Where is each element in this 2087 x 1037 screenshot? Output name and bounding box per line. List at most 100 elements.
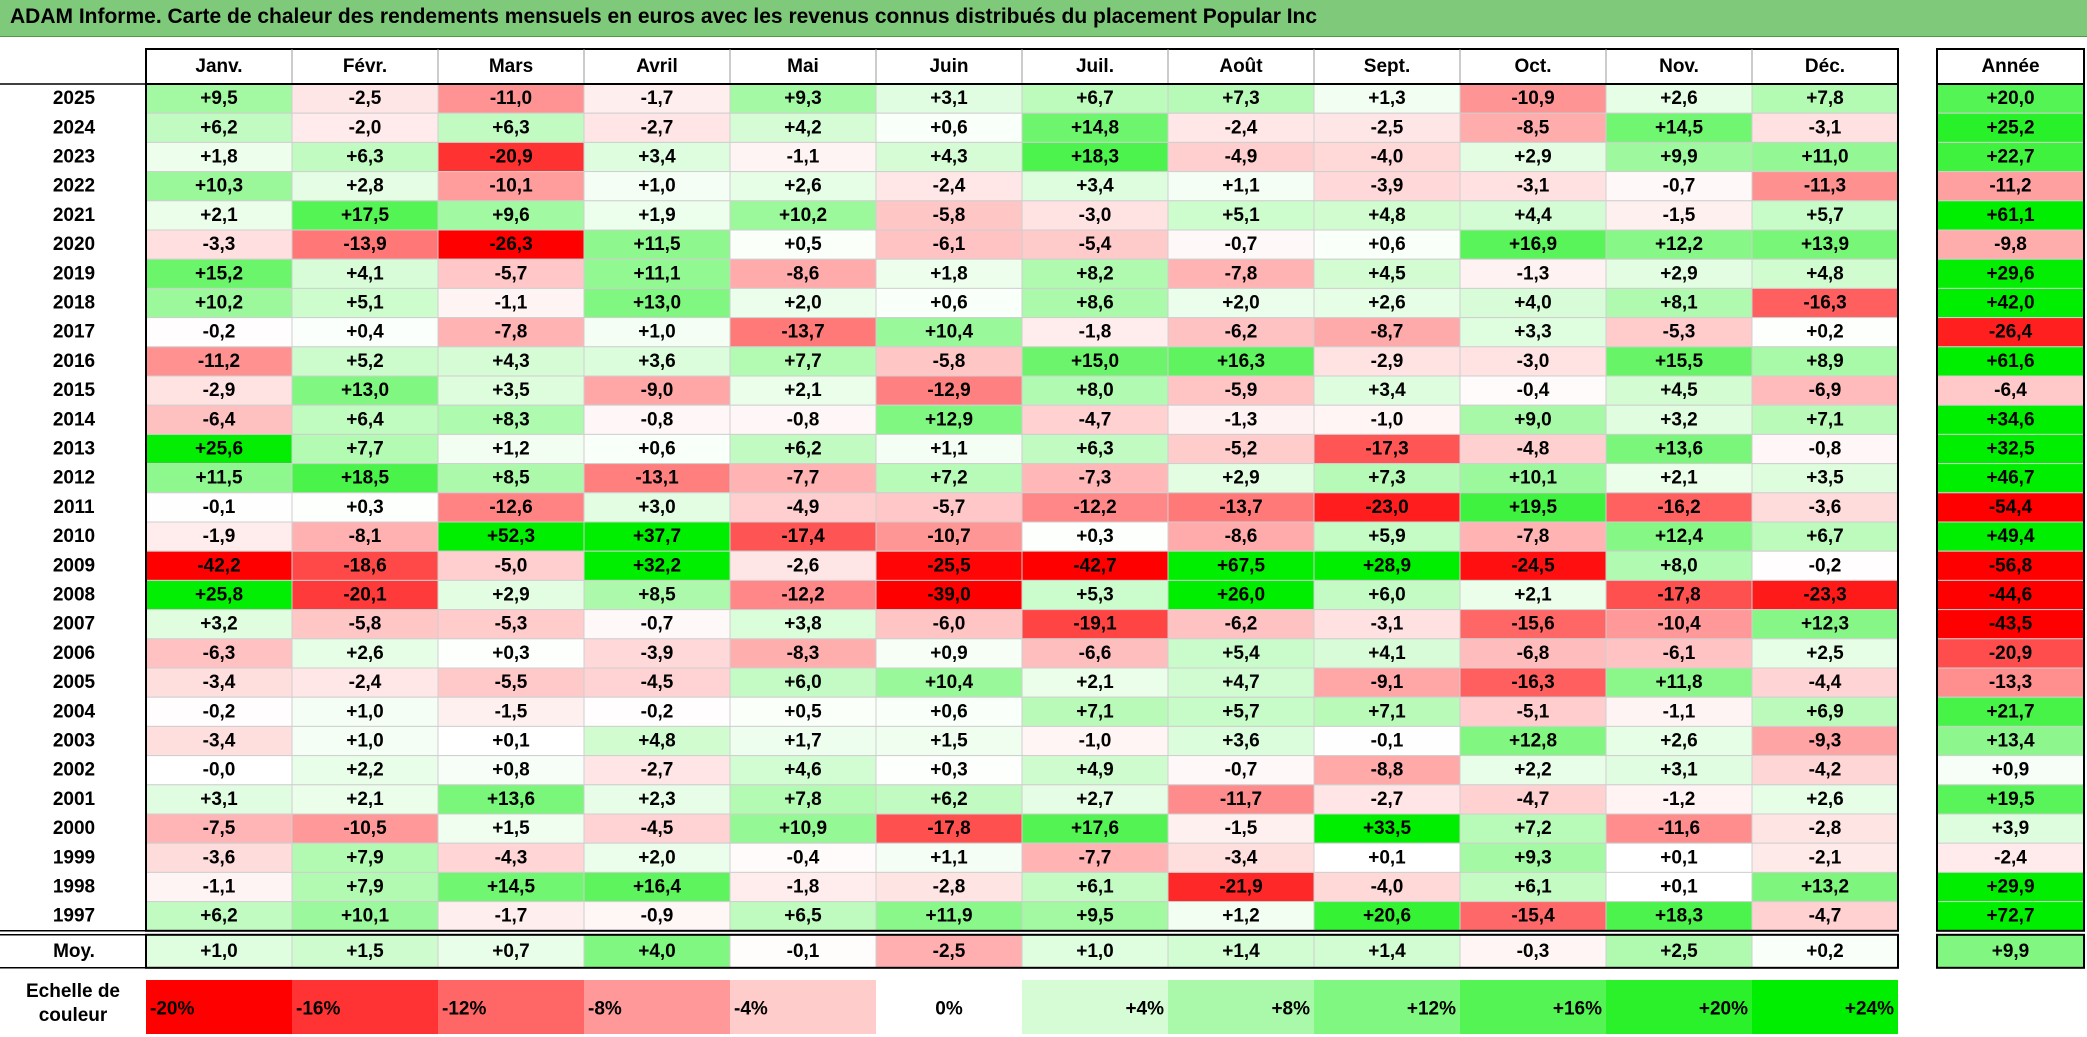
heatmap-cell xyxy=(1459,901,1607,932)
heatmap-cell-value: +0,4 xyxy=(346,322,384,343)
heatmap-cell-value: +4,1 xyxy=(1368,643,1406,664)
heatmap-cell xyxy=(1751,550,1899,581)
row-year-label: 2015 xyxy=(53,380,96,401)
annual-cell-value: +61,1 xyxy=(1986,205,2035,226)
heatmap-cell-value: +7,1 xyxy=(1806,409,1844,430)
heatmap-cell-value: -1,0 xyxy=(1079,731,1112,752)
heatmap-cell-value: +8,0 xyxy=(1660,555,1698,576)
heatmap-cell xyxy=(1021,550,1169,581)
heatmap-cell xyxy=(729,871,877,903)
heatmap-cell xyxy=(729,287,877,319)
row-year-label: 2008 xyxy=(53,585,95,606)
heatmap-cell xyxy=(437,901,585,932)
heatmap-cell xyxy=(729,755,877,786)
heatmap-cell-value: -0,7 xyxy=(1663,176,1696,197)
heatmap-cell-value: +8,3 xyxy=(492,409,530,430)
heatmap-cell xyxy=(1021,258,1169,289)
heatmap-cell-value: +1,5 xyxy=(930,731,968,752)
annual-cell-value: +46,7 xyxy=(1986,468,2034,489)
heatmap-cell xyxy=(1021,433,1169,465)
annual-cell-value: +29,6 xyxy=(1986,263,2034,284)
heatmap-cell xyxy=(1605,433,1753,465)
heatmap-cell-value: -5,0 xyxy=(495,555,528,576)
heatmap-cell xyxy=(1605,258,1753,289)
heatmap-cell-value: -6,1 xyxy=(933,234,966,255)
heatmap-cell-value: +1,0 xyxy=(346,731,384,752)
heatmap-cell-value: +9,5 xyxy=(200,88,238,109)
heatmap-cell xyxy=(583,609,731,640)
heatmap-cell-value: -2,0 xyxy=(349,117,382,138)
heatmap-cell xyxy=(291,725,439,757)
heatmap-cell-value: +13,6 xyxy=(487,789,535,810)
row-year-label: 1997 xyxy=(53,906,95,927)
scale-swatch-label: -8% xyxy=(588,999,622,1020)
heatmap-cell-value: +6,7 xyxy=(1806,526,1844,547)
month-header-6: Juin xyxy=(929,56,968,77)
heatmap-cell xyxy=(729,112,877,143)
heatmap-cell xyxy=(437,229,585,260)
heatmap-cell xyxy=(1751,112,1899,143)
annual-cell xyxy=(1936,375,2085,406)
heatmap-cell xyxy=(1021,200,1169,231)
row-year-label: 2017 xyxy=(53,322,95,343)
heatmap-cell-value: +7,8 xyxy=(784,789,822,810)
heatmap-cell-value: -4,9 xyxy=(787,497,820,518)
heatmap-cell-value: -16,3 xyxy=(1803,293,1846,314)
heatmap-cell xyxy=(1605,346,1753,377)
scale-label: Echelle de couleur xyxy=(2,980,144,1028)
heatmap-cell-value: -2,5 xyxy=(1371,117,1404,138)
average-row-label: Moy. xyxy=(53,941,95,962)
annual-cell-value: +32,5 xyxy=(1986,439,2035,460)
heatmap-cell-value: +7,3 xyxy=(1222,88,1260,109)
heatmap-cell xyxy=(1021,871,1169,903)
heatmap-cell-value: +2,6 xyxy=(1660,88,1698,109)
heatmap-cell-value: +4,3 xyxy=(492,351,530,372)
heatmap-cell xyxy=(729,346,877,377)
heatmap-cell-value: +5,3 xyxy=(1076,585,1114,606)
heatmap-cell-value: +14,5 xyxy=(487,877,536,898)
heatmap-cell-value: -13,1 xyxy=(635,468,679,489)
heatmap-cell xyxy=(437,550,585,581)
heatmap-cell-value: +10,4 xyxy=(925,672,974,693)
heatmap-cell-value: +37,7 xyxy=(633,526,681,547)
heatmap-cell-value: +12,2 xyxy=(1655,234,1703,255)
heatmap-cell xyxy=(729,638,877,669)
heatmap-cell-value: -5,2 xyxy=(1225,439,1258,460)
heatmap-cell-value: +2,0 xyxy=(784,293,822,314)
heatmap-cell xyxy=(1313,550,1461,581)
heatmap-cell-value: +6,5 xyxy=(784,906,822,927)
heatmap-cell xyxy=(875,258,1023,289)
average-cell-value: +2,5 xyxy=(1660,941,1698,962)
heatmap-cell-value: +8,1 xyxy=(1660,293,1698,314)
annual-cell-value: -26,4 xyxy=(1989,322,2033,343)
heatmap-cell xyxy=(1605,112,1753,143)
heatmap-cell-value: -9,3 xyxy=(1809,731,1842,752)
scale-label-line1: Echelle de xyxy=(26,981,120,1002)
heatmap-cell-value: -0,1 xyxy=(203,497,236,518)
heatmap-cell xyxy=(291,463,439,494)
heatmap-cell-value: -7,8 xyxy=(1517,526,1550,547)
heatmap-cell xyxy=(1751,901,1899,932)
row-year-label: 2000 xyxy=(53,818,95,839)
heatmap-cell xyxy=(1167,492,1315,523)
heatmap-cell-value: +0,2 xyxy=(1806,322,1844,343)
heatmap-cell-value: -5,4 xyxy=(1079,234,1112,255)
heatmap-cell xyxy=(1459,550,1607,581)
heatmap-cell xyxy=(291,375,439,406)
heatmap-cell xyxy=(437,667,585,698)
heatmap-cell xyxy=(1313,755,1461,786)
heatmap-cell-value: +0,3 xyxy=(930,760,968,781)
heatmap-cell-value: +2,1 xyxy=(200,205,238,226)
month-header-11: Nov. xyxy=(1659,56,1699,77)
annual-cell-value: +42,0 xyxy=(1986,293,2034,314)
heatmap-cell xyxy=(1167,550,1315,581)
heatmap-cell-value: +2,7 xyxy=(1076,789,1114,810)
heatmap-cell-value: -2,9 xyxy=(1371,351,1404,372)
heatmap-cell-value: -0,4 xyxy=(1517,380,1550,401)
heatmap-cell-value: +1,2 xyxy=(1222,906,1260,927)
heatmap-cell xyxy=(1459,229,1607,260)
row-year-label: 2016 xyxy=(53,351,95,372)
heatmap-cell-value: -2,6 xyxy=(787,555,820,576)
heatmap-cell-value: -39,0 xyxy=(927,585,970,606)
heatmap-cell xyxy=(1459,725,1607,757)
